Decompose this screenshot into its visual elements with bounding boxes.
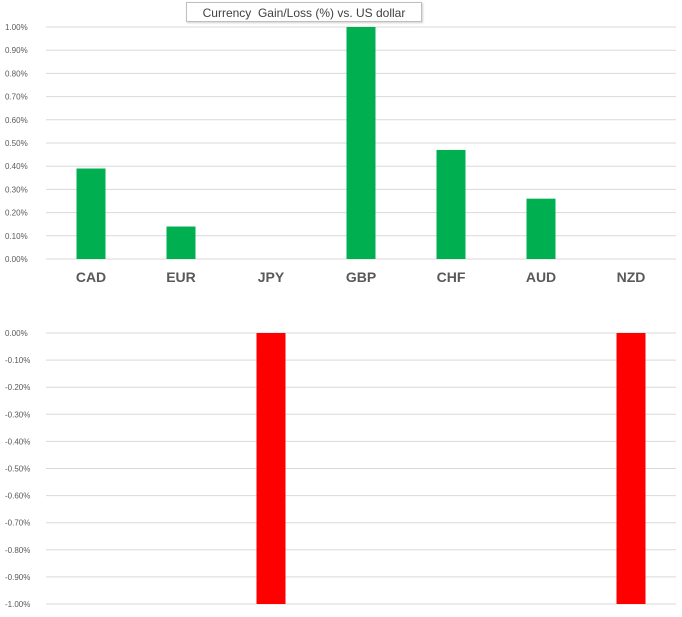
- chart-title: Currency Gain/Loss (%) vs. US dollar: [186, 2, 422, 22]
- category-label-cad: CAD: [76, 269, 106, 285]
- bar-gbp: [346, 27, 376, 259]
- y-tick-label: -1.00%: [5, 600, 30, 609]
- y-tick-label: -0.20%: [5, 383, 30, 392]
- category-label-jpy: JPY: [258, 269, 285, 285]
- y-tick-label: -0.60%: [5, 492, 30, 501]
- y-tick-label: -0.30%: [5, 410, 30, 419]
- category-label-chf: CHF: [437, 269, 466, 285]
- y-tick-label: -0.50%: [5, 465, 30, 474]
- bar-aud: [526, 198, 556, 259]
- y-tick-label: -0.80%: [5, 546, 30, 555]
- bar-cad: [76, 168, 106, 259]
- y-tick-label: 0.80%: [5, 69, 28, 78]
- category-label-aud: AUD: [526, 269, 556, 285]
- category-label-nzd: NZD: [617, 269, 646, 285]
- bar-eur: [166, 226, 196, 259]
- category-label-eur: EUR: [166, 269, 196, 285]
- y-tick-label: 0.20%: [5, 209, 28, 218]
- y-tick-label: 0.50%: [5, 139, 28, 148]
- y-tick-label: 0.70%: [5, 93, 28, 102]
- y-tick-label: 0.10%: [5, 232, 28, 241]
- y-tick-label: -0.40%: [5, 437, 30, 446]
- bar-jpy: [256, 333, 286, 604]
- y-tick-label: -0.90%: [5, 573, 30, 582]
- y-tick-label: 0.00%: [5, 329, 28, 338]
- y-tick-label: 0.00%: [5, 255, 28, 264]
- loss-chart: -1.00% -0.90% -0.80% -0.70% -0.60% -0.50% -0.4…: [5, 329, 676, 609]
- y-tick-label: 0.40%: [5, 162, 28, 171]
- category-label-gbp: GBP: [346, 269, 376, 285]
- y-tick-label: -0.10%: [5, 356, 30, 365]
- y-tick-label: 1.00%: [5, 23, 28, 32]
- bar-nzd: [616, 333, 646, 604]
- y-tick-label: 0.30%: [5, 185, 28, 194]
- gain-chart: 0.00% 0.10% 0.20% 0.30% 0.40% 0.50% 0.60% 0.70%…: [5, 23, 676, 285]
- y-tick-label: 0.60%: [5, 116, 28, 125]
- bar-chf: [436, 149, 466, 259]
- y-tick-label: 0.90%: [5, 46, 28, 55]
- y-tick-label: -0.70%: [5, 519, 30, 528]
